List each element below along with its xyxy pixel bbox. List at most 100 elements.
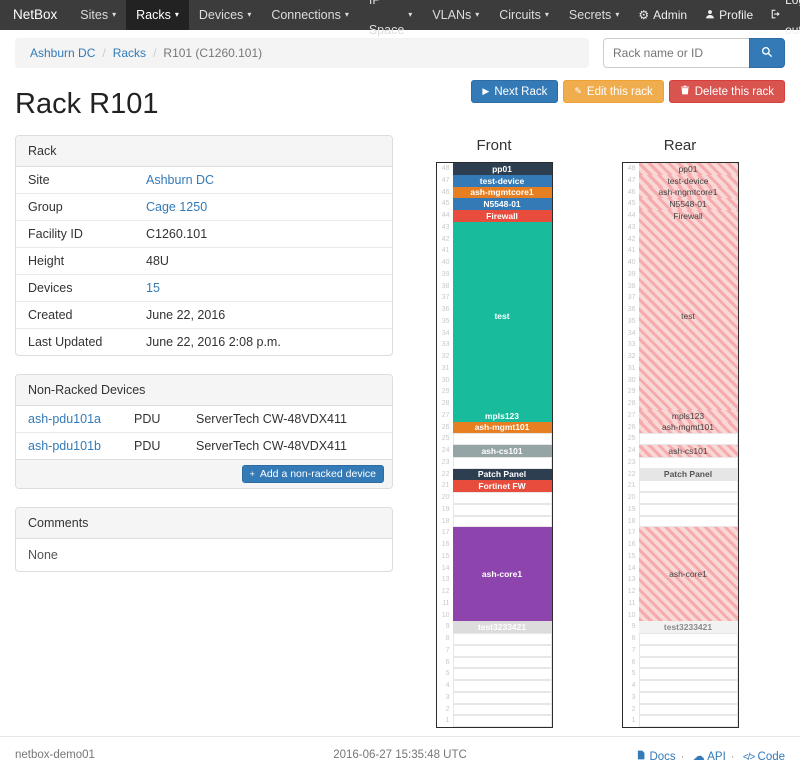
rack-unit-row: 7 [437, 644, 552, 657]
nav-item-vlans[interactable]: VLANs ▾ [422, 0, 489, 30]
rack-device[interactable]: ash-mgmt101 [452, 421, 552, 434]
footer-timestamp: 2016-06-27 15:35:48 UTC [333, 749, 467, 761]
nav-item-circuits[interactable]: Circuits ▾ [489, 0, 559, 30]
rack-device[interactable]: ash-mgmt101 [638, 421, 738, 434]
rack-device[interactable]: test3233421 [638, 621, 738, 633]
rack-grid-front: 48 47 46 45 44 43 42 41 40 39 38 37 36 35 34 33 32 31 30 29… [435, 162, 553, 728]
unit-number: 25 [441, 435, 450, 443]
breadcrumb-item[interactable]: Racks [112, 46, 147, 60]
next-rack-button[interactable]: ▶ Next Rack [471, 80, 559, 103]
user-icon [705, 0, 715, 30]
plus-icon: + [249, 468, 255, 479]
rack-panel: Rack Site Ashburn DC Group Cage 1250 Facilit… [15, 135, 393, 356]
nav-item-secrets[interactable]: Secrets ▾ [559, 0, 629, 30]
rack-device[interactable]: Firewall [452, 210, 552, 222]
unit-number: 38 [627, 282, 636, 290]
unit-number: 9 [445, 623, 450, 631]
rack-device[interactable]: ash-mgmtcore1 [452, 186, 552, 199]
rack-device[interactable]: ash-mgmtcore1 [638, 186, 738, 199]
rack-device[interactable]: Firewall [638, 210, 738, 222]
rack-unit-row: 7 [623, 644, 738, 657]
brand-link[interactable]: NetBox [13, 7, 58, 22]
unit-number: 41 [627, 247, 636, 255]
rack-device[interactable]: pp01 [452, 163, 552, 175]
nav-item-racks[interactable]: Racks ▾ [126, 0, 189, 30]
comments-body: None [28, 548, 58, 562]
logout-link[interactable]: Log out [762, 0, 800, 37]
edit-rack-button[interactable]: ✎ Edit this rack [563, 80, 664, 103]
rack-info-label: Height [28, 254, 65, 268]
empty-unit [452, 680, 552, 692]
rack-unit-row: 8 [623, 633, 738, 645]
rack-device[interactable]: test [452, 221, 552, 410]
rack-unit-row: 18 [437, 515, 552, 528]
search-button[interactable] [749, 38, 785, 68]
unit-number: 17 [627, 529, 636, 537]
unit-number: 42 [627, 235, 636, 243]
unit-number: 47 [627, 176, 636, 184]
rack-device[interactable]: ash-core1 [638, 527, 738, 622]
nav-item-label: Secrets [568, 8, 612, 22]
add-nonracked-device-button[interactable]: + Add a non-racked device [241, 465, 384, 483]
navbar-right: ⚙ Admin Profile Log out [629, 0, 800, 37]
nonracked-device-row: ash-pdu101a PDU ServerTech CW-48VDX411 [16, 406, 392, 432]
rack-info-value-link[interactable]: Cage 1250 [146, 200, 208, 214]
unit-number: 43 [627, 223, 636, 231]
profile-link[interactable]: Profile [696, 0, 762, 30]
admin-link[interactable]: ⚙ Admin [629, 0, 696, 30]
front-elevation: Front 48 47 46 45 44 43 42 41 40 39 38 37 36 35 34 33 32… [419, 135, 569, 728]
rack-device[interactable]: pp01 [638, 163, 738, 175]
rack-device[interactable]: mpls123 [452, 409, 552, 422]
rack-device[interactable]: ash-cs101 [452, 445, 552, 457]
rack-device[interactable]: Fortinet FW [452, 480, 552, 492]
unit-number: 30 [441, 376, 450, 384]
empty-unit [638, 480, 738, 492]
code-icon: </> [742, 752, 756, 763]
nav-item-devices[interactable]: Devices ▾ [189, 0, 261, 30]
rack-device[interactable]: test-device [638, 174, 738, 187]
rack-unit-row: 3 [623, 691, 738, 704]
rack-device[interactable]: N5548-01 [638, 198, 738, 210]
add-nonracked-device-label: Add a non-racked device [259, 468, 376, 480]
search-input[interactable] [603, 38, 749, 68]
rear-elevation: Rear 48 47 46 45 44 43 42 41 40 39 38 37 36 35 34 33 32 3… [605, 135, 755, 728]
rack-device[interactable]: test [638, 221, 738, 410]
device-name-link[interactable]: ash-pdu101b [28, 439, 101, 453]
empty-unit [638, 691, 738, 704]
unit-number: 48 [627, 165, 636, 172]
rack-info-value-link[interactable]: 15 [146, 281, 160, 295]
nav-item-label: IP Space [368, 0, 405, 37]
rack-device[interactable]: N5548-01 [452, 198, 552, 210]
delete-rack-button[interactable]: Delete this rack [668, 80, 785, 103]
rack-device[interactable]: Patch Panel [452, 468, 552, 481]
unit-number: 10 [441, 611, 450, 619]
unit-number: 45 [441, 200, 450, 208]
unit-number: 29 [627, 388, 636, 396]
rack-device[interactable]: mpls123 [638, 409, 738, 422]
breadcrumb-item[interactable]: Ashburn DC [30, 46, 96, 60]
rack-info-row: Facility ID C1260.101 [16, 220, 392, 247]
unit-number: 28 [441, 400, 450, 407]
rack-device[interactable]: ash-core1 [452, 527, 552, 622]
rack-info-label: Facility ID [28, 227, 83, 241]
rack-unit-row: 6 [437, 656, 552, 669]
unit-number: 16 [627, 541, 636, 548]
empty-unit [638, 633, 738, 645]
rack-device[interactable]: test-device [452, 174, 552, 187]
rack-device[interactable]: ash-cs101 [638, 445, 738, 457]
nav-item-ip-space[interactable]: IP Space ▾ [359, 0, 422, 37]
unit-number: 34 [627, 329, 636, 337]
rack-info-label: Created [28, 308, 73, 322]
nav-item-sites[interactable]: Sites ▾ [70, 0, 126, 30]
unit-number: 33 [441, 341, 450, 349]
device-name-link[interactable]: ash-pdu101a [28, 412, 101, 426]
rack-info-row: Group Cage 1250 [16, 193, 392, 220]
rack-device[interactable]: Patch Panel [638, 468, 738, 481]
rack-info-value-link[interactable]: Ashburn DC [146, 173, 215, 187]
rack-info-row: Height 48U [16, 247, 392, 274]
rack-unit-row: 5 [623, 668, 738, 680]
nav-item-connections[interactable]: Connections ▾ [261, 0, 359, 30]
rack-grid-rear: 48 47 46 45 44 43 42 41 40 39 38 37 36 35 34 33 32 31 30 29… [621, 162, 739, 728]
rack-device[interactable]: test3233421 [452, 621, 552, 633]
comments-panel: Comments None [15, 507, 393, 572]
